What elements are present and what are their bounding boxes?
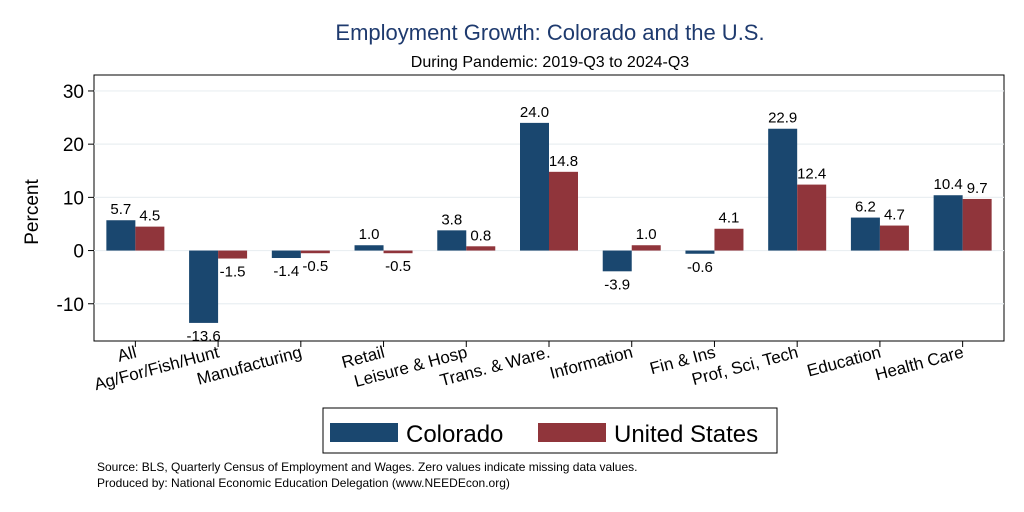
bar-colorado: [520, 122, 549, 251]
source-note: Source: BLS, Quarterly Census of Employm…: [97, 460, 637, 474]
y-axis-label: Percent: [22, 179, 43, 245]
y-tick-label: 10: [63, 188, 84, 209]
value-label: 14.8: [549, 153, 578, 170]
bar-colorado: [768, 128, 798, 251]
bar-united-states: [797, 184, 827, 251]
bar-colorado: [685, 250, 715, 254]
bar-colorado: [189, 250, 219, 323]
bar-united-states: [714, 228, 744, 251]
legend-swatch-united-states: [538, 423, 606, 442]
legend: Colorado United States: [322, 407, 778, 454]
x-tick-label: All: [115, 343, 138, 366]
bar-colorado: [850, 217, 880, 251]
y-tick-label: -10: [57, 295, 84, 316]
value-label: 5.7: [110, 201, 131, 218]
value-label: 0.8: [470, 227, 491, 244]
bar-united-states: [466, 246, 496, 251]
value-label: 4.7: [884, 207, 905, 224]
bar-united-states: [218, 250, 248, 259]
value-label: 1.0: [359, 226, 380, 243]
value-label: 1.0: [636, 226, 657, 243]
y-axis: 30 20 10 0 -10: [57, 82, 94, 316]
x-tick-label: Information: [548, 343, 635, 383]
value-label: 6.2: [855, 199, 876, 216]
y-tick-label: 0: [73, 242, 84, 263]
value-label: 10.4: [934, 176, 963, 193]
bar-united-states: [383, 250, 413, 254]
bar-colorado: [602, 250, 632, 272]
value-label: -0.5: [385, 258, 411, 275]
produced-by-note: Produced by: National Economic Education…: [97, 476, 510, 490]
bar-united-states: [135, 226, 165, 251]
y-tick-label: 30: [63, 82, 84, 103]
bars: [106, 122, 992, 323]
value-label: 12.4: [797, 166, 826, 183]
bar-colorado: [933, 195, 963, 251]
legend-label-united-states: United States: [614, 421, 758, 448]
value-label: 4.5: [139, 208, 160, 225]
legend-label-colorado: Colorado: [406, 421, 503, 448]
value-label: 9.7: [967, 180, 988, 197]
value-label: 22.9: [768, 110, 797, 127]
value-label: -3.9: [604, 276, 630, 293]
value-labels: 5.7 4.5-13.6-1.5 -1.4 -0.51.0-0.53.80.824.0…: [110, 104, 987, 345]
chart-title: Employment Growth: Colorado and the U.S.: [335, 20, 764, 45]
value-label: -0.6: [687, 259, 713, 276]
bar-colorado: [106, 220, 136, 251]
value-label: 4.1: [719, 210, 740, 227]
value-label: -1.5: [220, 264, 246, 281]
y-tick-label: 20: [63, 135, 84, 156]
x-tick-label: Education: [805, 343, 883, 381]
chart-subtitle: During Pandemic: 2019-Q3 to 2024-Q3: [411, 54, 689, 71]
bar-colorado: [271, 250, 301, 259]
value-label: -0.5: [302, 258, 328, 275]
value-label: -1.4: [273, 263, 299, 280]
bar-united-states: [962, 198, 992, 251]
x-tick-label: Health Care: [873, 343, 966, 385]
value-label: -13.6: [186, 328, 220, 345]
value-label: 24.0: [520, 104, 549, 121]
bar-colorado: [354, 245, 384, 251]
legend-swatch-colorado: [330, 423, 398, 442]
value-label: 3.8: [441, 211, 462, 228]
bar-united-states: [549, 171, 578, 251]
bar-colorado: [437, 230, 467, 251]
bar-united-states: [631, 245, 661, 251]
bar-united-states: [300, 250, 330, 254]
bar-united-states: [879, 225, 909, 251]
